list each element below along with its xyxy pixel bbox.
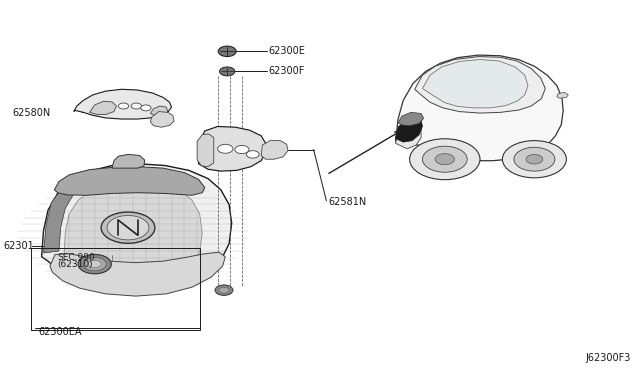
Polygon shape <box>396 118 422 142</box>
Polygon shape <box>197 134 214 167</box>
Bar <box>31 248 200 330</box>
Circle shape <box>235 145 249 154</box>
Circle shape <box>131 103 141 109</box>
Polygon shape <box>261 141 288 159</box>
Polygon shape <box>90 101 116 115</box>
Circle shape <box>246 151 259 158</box>
Circle shape <box>78 254 111 274</box>
Polygon shape <box>54 167 205 195</box>
Polygon shape <box>50 252 225 296</box>
Polygon shape <box>396 55 563 161</box>
Polygon shape <box>150 106 168 116</box>
Polygon shape <box>557 92 568 98</box>
Circle shape <box>141 105 151 111</box>
Text: 62300EA: 62300EA <box>38 327 82 337</box>
Circle shape <box>514 147 555 171</box>
Circle shape <box>118 103 129 109</box>
Polygon shape <box>396 125 421 149</box>
Polygon shape <box>64 182 202 289</box>
Circle shape <box>101 212 155 243</box>
Circle shape <box>526 154 543 164</box>
Circle shape <box>502 141 566 178</box>
Circle shape <box>219 287 229 293</box>
Circle shape <box>215 285 233 295</box>
Polygon shape <box>422 60 528 108</box>
Circle shape <box>435 154 454 165</box>
Circle shape <box>422 146 467 172</box>
Circle shape <box>218 144 233 153</box>
Circle shape <box>107 215 149 240</box>
Text: (62310): (62310) <box>58 260 93 269</box>
Text: 62581N: 62581N <box>328 197 367 206</box>
Text: J62300F3: J62300F3 <box>585 353 630 363</box>
Text: 62300F: 62300F <box>269 67 305 76</box>
Polygon shape <box>198 126 266 171</box>
Text: 62300E: 62300E <box>269 46 306 56</box>
Polygon shape <box>42 164 232 294</box>
Polygon shape <box>415 57 545 113</box>
Circle shape <box>83 257 106 271</box>
Circle shape <box>218 46 236 57</box>
Text: 62580N: 62580N <box>13 108 51 118</box>
Polygon shape <box>112 154 145 168</box>
Polygon shape <box>398 112 424 126</box>
Circle shape <box>220 67 235 76</box>
Polygon shape <box>44 179 78 253</box>
Text: 62301: 62301 <box>3 241 34 250</box>
Text: SEC.990: SEC.990 <box>58 253 95 262</box>
Polygon shape <box>150 112 174 127</box>
Circle shape <box>410 139 480 180</box>
Circle shape <box>88 260 101 268</box>
Polygon shape <box>74 89 172 119</box>
